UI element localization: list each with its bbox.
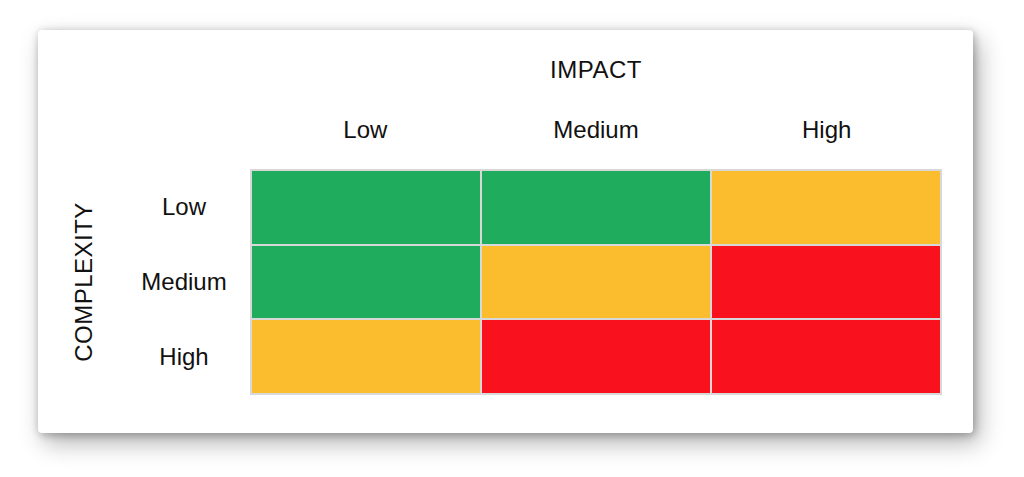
matrix-cell-high-high [712, 320, 940, 393]
impact-column-headers: Low Medium High [250, 118, 942, 142]
row-label-high: High [134, 320, 234, 395]
matrix-cell-medium-low [252, 246, 480, 319]
matrix-cell-low-high [712, 171, 940, 244]
col-header-low: Low [250, 118, 481, 142]
col-header-medium: Medium [481, 118, 712, 142]
impact-axis-title: IMPACT [250, 58, 942, 82]
matrix-cell-medium-medium [482, 246, 710, 319]
matrix-cell-high-low [252, 320, 480, 393]
matrix-cell-medium-high [712, 246, 940, 319]
complexity-row-labels: Low Medium High [134, 169, 234, 395]
col-header-high: High [711, 118, 942, 142]
matrix-cell-high-medium [482, 320, 710, 393]
row-label-medium: Medium [134, 244, 234, 319]
risk-matrix-grid [250, 169, 942, 395]
row-label-low: Low [134, 169, 234, 244]
matrix-cell-low-medium [482, 171, 710, 244]
risk-matrix-card: IMPACT Low Medium High COMPLEXITY Low Me… [38, 30, 973, 433]
complexity-axis-title: COMPLEXITY [72, 202, 96, 362]
matrix-cell-low-low [252, 171, 480, 244]
page-background: IMPACT Low Medium High COMPLEXITY Low Me… [0, 0, 1024, 477]
